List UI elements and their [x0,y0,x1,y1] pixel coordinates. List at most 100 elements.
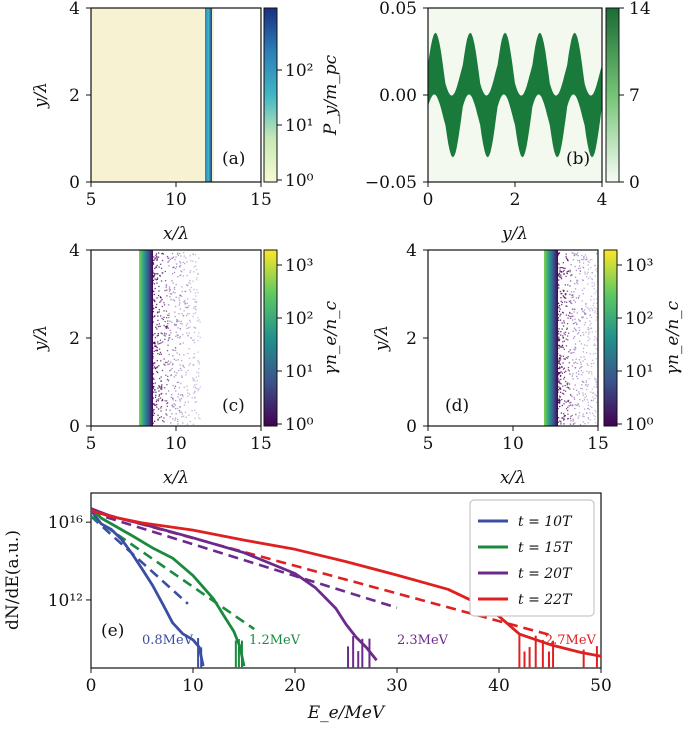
particle-dot [590,322,592,324]
particle-dot [593,414,595,417]
particle-dot [152,387,154,390]
particle-dot [582,279,584,282]
particle-dot [578,295,580,297]
particle-dot [572,378,574,380]
particle-dot [158,398,160,400]
particle-dot [565,257,567,259]
particle-dot [563,273,565,275]
particle-dot [564,415,566,417]
particle-dot [567,400,569,403]
particle-dot [152,334,154,336]
particle-dot [156,303,158,306]
particle-dot [571,352,573,354]
particle-dot [586,399,588,401]
particle-dot [194,380,196,382]
particle-dot [189,319,191,322]
particle-dot [558,274,560,276]
particle-dot [183,354,185,356]
particle-dot [571,302,573,305]
particle-dot [584,423,586,425]
particle-dot [184,401,186,403]
particle-dot [153,299,156,301]
particle-dot [167,390,170,392]
particle-dot [189,289,191,291]
particle-dot [591,278,593,280]
particle-dot [563,376,566,378]
panel-a-ytick-label: 0 [69,173,80,193]
particle-dot [161,399,164,401]
particle-dot [593,284,596,287]
particle-dot [186,314,188,317]
particle-dot [152,385,154,388]
particle-dot [155,394,157,396]
particle-dot [590,299,592,301]
legend-label: t = 10T [518,514,573,530]
particle-dot [564,390,567,392]
legend-box [469,499,595,617]
particle-dot [559,315,561,317]
panel-a-xlabel: x/λ [163,224,189,244]
particle-dot [565,338,567,340]
particle-dot [588,371,590,373]
particle-dot [168,260,170,262]
particle-dot [566,301,568,303]
particle-dot [176,334,178,336]
particle-dot [156,399,158,401]
particle-dot [589,419,591,421]
particle-dot [563,423,565,425]
particle-dot [569,394,572,396]
particle-dot [194,305,196,308]
particle-dot [191,377,194,379]
particle-dot [588,372,590,374]
particle-dot [596,312,598,315]
particle-dot [154,258,156,260]
particle-dot [581,258,583,261]
particle-dot [593,288,595,290]
particle-dot [164,364,166,366]
particle-dot [580,308,583,310]
particle-dot [152,298,154,300]
particle-dot [557,389,559,391]
particle-dot [160,267,163,269]
x-tick-label: 10 [182,676,204,696]
particle-dot [567,339,569,341]
particle-dot [570,316,572,318]
particle-dot [596,268,598,270]
particle-dot [576,404,578,406]
particle-dot [568,300,570,303]
particle-dot [566,290,569,292]
particle-dot [152,409,154,411]
particle-dot [160,280,163,282]
particle-dot [179,343,182,345]
particle-dot [177,423,179,425]
particle-dot [557,302,560,305]
particle-dot [154,389,156,391]
particle-dot [576,283,579,285]
particle-dot [586,408,589,410]
particle-dot [158,385,160,387]
particle-dot [566,258,568,260]
particle-dot [590,365,593,368]
particle-dot [580,370,582,372]
particle-dot [567,317,569,319]
particle-dot [153,290,155,293]
particle-dot [169,293,171,295]
particle-dot [564,294,567,296]
panel-c-colorbar-tick: 10⁰ [285,415,314,435]
particle-dot [167,344,169,346]
particle-dot [160,387,162,389]
particle-dot [170,298,172,301]
particle-dot [171,338,173,340]
particle-dot [179,337,181,339]
particle-dot [577,403,579,405]
particle-dot [588,331,590,333]
temperature-label-red: 2.7MeV [545,633,597,648]
particle-dot [582,311,584,313]
particle-dot [152,333,154,335]
panel-e-temperature-labels: 0.8MeV 1.2MeV 2.3MeV 2.7MeV [142,633,597,648]
particle-dot [164,338,166,341]
particle-dot [578,327,580,329]
particle-dot [172,399,174,401]
particle-dot [564,267,566,270]
particle-dot [557,344,559,347]
